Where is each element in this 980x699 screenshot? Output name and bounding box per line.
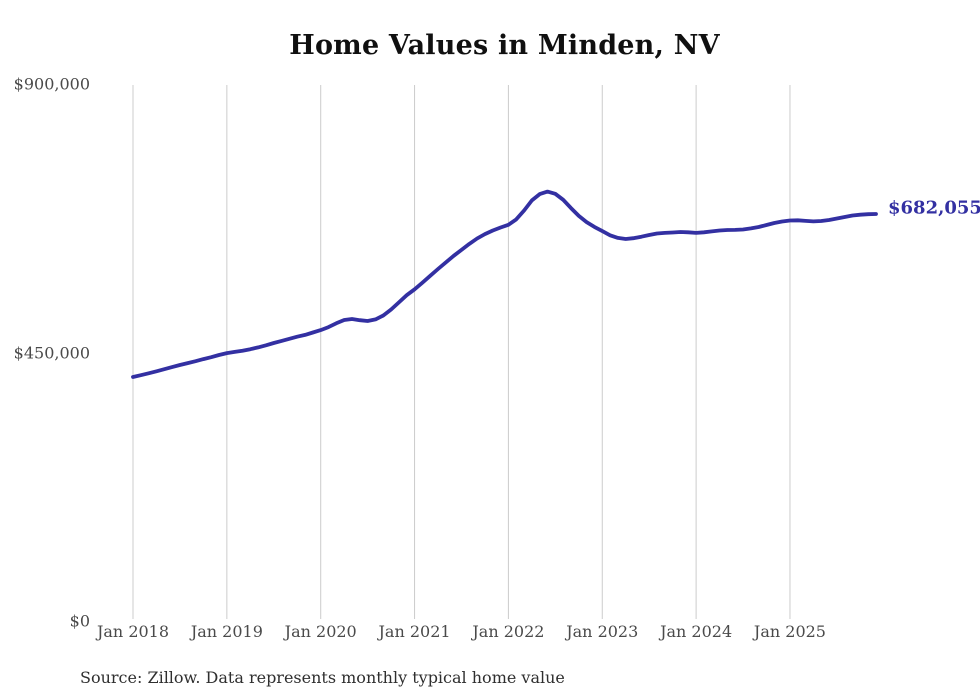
x-axis-labels: Jan 2018 Jan 2019 Jan 2020 Jan 2021 Jan 2022…: [0, 622, 980, 644]
source-note: Source: Zillow. Data represents monthly …: [80, 668, 565, 687]
current-value-label: $682,055: [888, 197, 980, 219]
y-axis-tick-label: $900,000: [13, 74, 90, 94]
x-axis-tick-label: Jan 2022: [472, 622, 545, 641]
x-axis-tick-label: Jan 2025: [753, 622, 826, 641]
x-axis-tick-label: Jan 2018: [96, 622, 170, 641]
x-axis-tick-label: Jan 2019: [190, 622, 263, 641]
home-value-line-series: [131, 189, 878, 379]
x-axis-tick-label: Jan 2024: [660, 622, 733, 641]
x-axis-tick-label: Jan 2021: [378, 622, 451, 641]
chart-title: Home Values in Minden, NV: [289, 30, 720, 61]
y-axis-tick-label: $0: [69, 611, 90, 631]
x-axis-tick-label: Jan 2020: [284, 622, 357, 641]
x-axis-tick-label: Jan 2023: [566, 622, 639, 641]
y-axis-tick-label: $450,000: [13, 343, 90, 362]
y-axis-labels: $0 $450,000 $900,000: [0, 0, 90, 699]
